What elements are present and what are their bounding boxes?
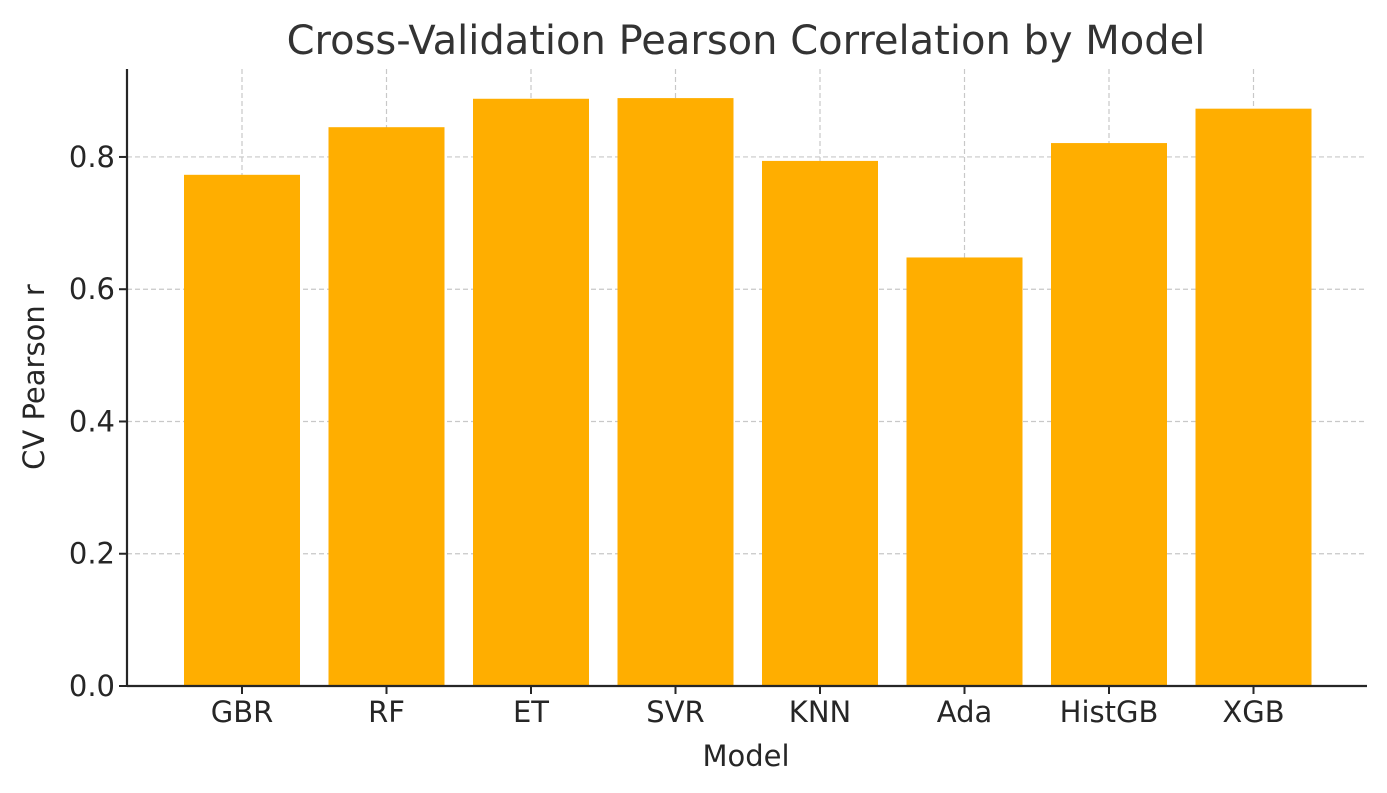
y-ticks: 0.0 0.2 0.4 0.6 0.8 xyxy=(69,140,127,703)
x-tick-label: Ada xyxy=(937,695,993,729)
x-tick-label: KNN xyxy=(789,695,851,729)
y-tick-label: 0.2 xyxy=(69,537,115,571)
bar-gbr xyxy=(184,175,300,686)
bar-histgb xyxy=(1051,143,1167,686)
x-tick-label: XGB xyxy=(1222,695,1284,729)
bar-ada xyxy=(907,257,1023,686)
chart-title: Cross-Validation Pearson Correlation by … xyxy=(287,18,1206,64)
bars xyxy=(184,98,1312,686)
y-tick-label: 0.8 xyxy=(69,140,115,174)
y-tick-label: 0.4 xyxy=(69,404,115,438)
y-axis-label: CV Pearson r xyxy=(17,284,51,470)
bar-knn xyxy=(762,161,878,686)
y-tick-label: 0.0 xyxy=(69,669,115,703)
x-tick-label: SVR xyxy=(646,695,704,729)
bar-et xyxy=(473,99,589,686)
x-tick-label: HistGB xyxy=(1060,695,1159,729)
bar-svr xyxy=(618,98,734,686)
bar-rf xyxy=(329,127,445,686)
bar-xgb xyxy=(1196,109,1312,686)
x-tick-label: GBR xyxy=(211,695,274,729)
x-tick-label: RF xyxy=(368,695,405,729)
x-tick-label: ET xyxy=(513,695,549,729)
gridlines xyxy=(127,69,1367,686)
y-tick-label: 0.6 xyxy=(69,272,115,306)
x-axis-label: Model xyxy=(702,739,789,773)
x-ticks: GBR RF ET SVR KNN Ada HistGB XGB xyxy=(211,686,1285,729)
